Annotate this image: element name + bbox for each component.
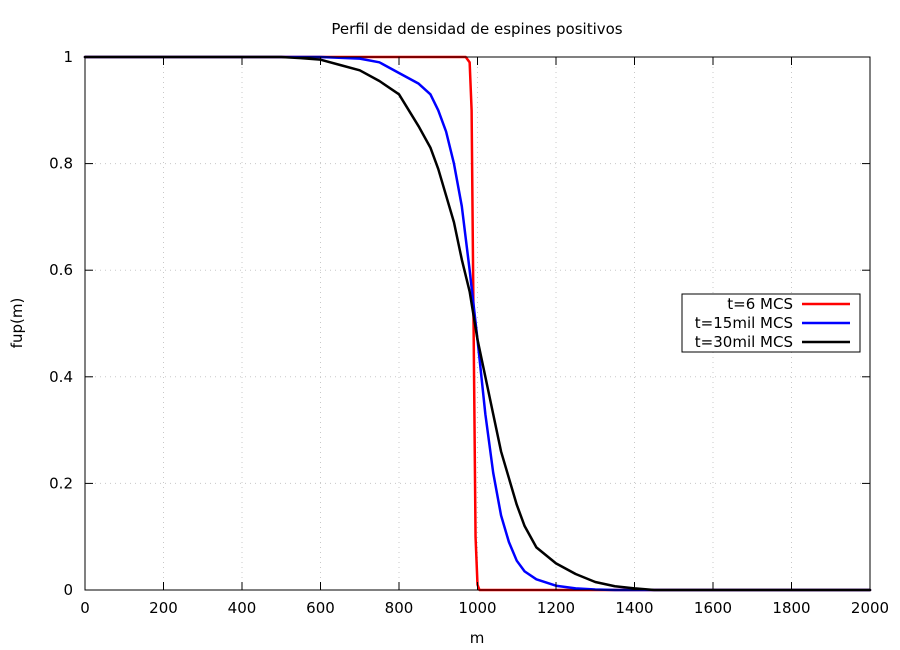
y-tick-label: 0.6: [49, 261, 73, 279]
y-tick-label: 0.4: [49, 368, 73, 386]
x-tick-labels: 0 200 400 600 800 1000 1200 1400 1600 1800 2000: [80, 599, 889, 617]
x-tick-label: 0: [80, 599, 90, 617]
y-tick-label: 0.2: [49, 474, 73, 492]
x-tick-label: 600: [306, 599, 335, 617]
y-axis-label: fup(m): [8, 298, 26, 349]
y-tick-label: 1: [63, 48, 73, 66]
ticks: [84, 56, 871, 591]
legend-label: t=30mil MCS: [695, 333, 793, 351]
y-tick-label: 0: [63, 581, 73, 599]
x-tick-label: 1200: [537, 599, 575, 617]
x-tick-label: 1600: [694, 599, 732, 617]
y-tick-label: 0.8: [49, 155, 73, 173]
series-t30mil-line: [83, 55, 872, 592]
x-tick-label: 200: [149, 599, 178, 617]
chart-title: Perfil de densidad de espines positivos: [331, 20, 622, 38]
x-axis-label: m: [470, 629, 485, 647]
x-tick-label: 1000: [458, 599, 496, 617]
grid: [85, 57, 870, 590]
x-tick-label: 1400: [615, 599, 653, 617]
x-tick-label: 1800: [772, 599, 810, 617]
legend-label: t=15mil MCS: [695, 314, 793, 332]
x-tick-label: 800: [385, 599, 414, 617]
legend-label: t=6 MCS: [727, 295, 793, 313]
x-tick-label: 2000: [851, 599, 889, 617]
series-t15mil-line: [83, 55, 872, 592]
y-tick-labels: 0 0.2 0.4 0.6 0.8 1: [49, 48, 73, 599]
x-tick-label: 400: [228, 599, 257, 617]
